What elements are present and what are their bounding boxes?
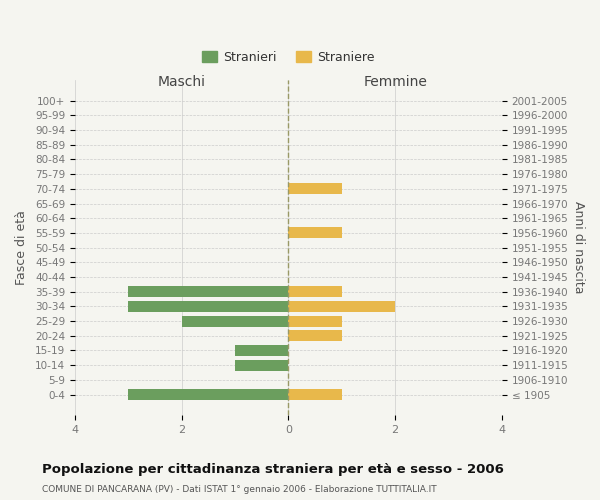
Y-axis label: Anni di nascita: Anni di nascita (572, 202, 585, 294)
Bar (128, 301, 289, 312)
Bar (289, 301, 395, 312)
Bar (182, 316, 289, 326)
Text: Femmine: Femmine (363, 75, 427, 89)
Y-axis label: Fasce di età: Fasce di età (15, 210, 28, 285)
Bar (289, 316, 342, 326)
Bar (128, 286, 289, 297)
Text: Maschi: Maschi (158, 75, 206, 89)
Bar (128, 389, 289, 400)
Legend: Stranieri, Straniere: Stranieri, Straniere (197, 46, 380, 69)
Bar (289, 286, 342, 297)
Bar (235, 345, 289, 356)
Bar (289, 389, 342, 400)
Bar (289, 184, 342, 194)
Bar (235, 360, 289, 370)
Bar (289, 330, 342, 342)
Bar (289, 228, 342, 238)
Text: Popolazione per cittadinanza straniera per età e sesso - 2006: Popolazione per cittadinanza straniera p… (42, 462, 504, 475)
Text: COMUNE DI PANCARANA (PV) - Dati ISTAT 1° gennaio 2006 - Elaborazione TUTTITALIA.: COMUNE DI PANCARANA (PV) - Dati ISTAT 1°… (42, 486, 437, 494)
